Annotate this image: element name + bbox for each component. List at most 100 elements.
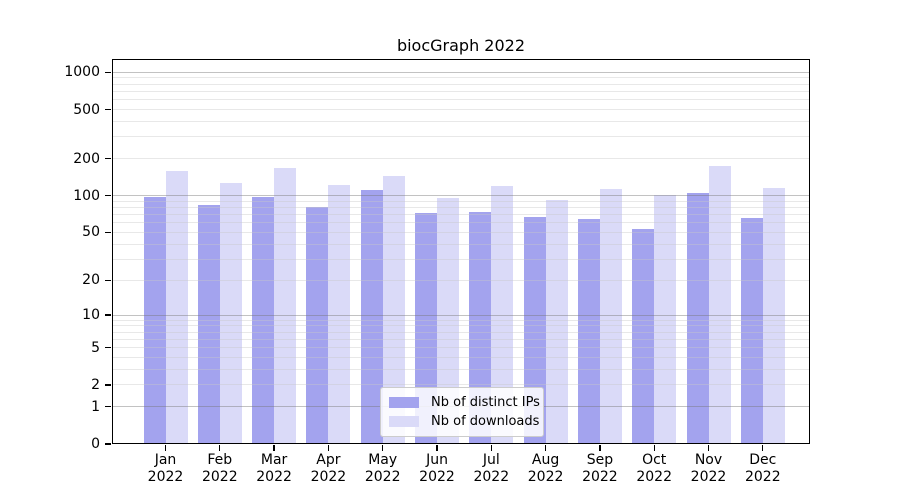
y-tick-label-200: 200: [73, 150, 100, 167]
x-tick-mark-apr: [327, 445, 330, 451]
x-tick-mark-sep: [599, 445, 601, 451]
bar-downloads-mar: [274, 167, 297, 444]
y-tick-mark-5: [105, 346, 111, 349]
grid-line-minor-400: [112, 121, 810, 122]
grid-line-minor-70: [112, 214, 810, 216]
grid-line-minor-3: [112, 368, 810, 370]
grid-line-minor-7: [112, 331, 810, 333]
bar-distinct-ips-may: [360, 190, 383, 444]
x-tick-label-jul: Jul 2022: [473, 452, 510, 485]
grid-line-minor-700: [112, 90, 810, 92]
x-tick-mark-dec: [762, 445, 764, 451]
legend-label-downloads: Nb of downloads: [431, 414, 540, 429]
grid-line-minor-50: [112, 231, 810, 233]
x-tick-label-sep: Sep 2022: [582, 452, 618, 485]
x-tick-label-jun: Jun 2022: [419, 452, 455, 485]
x-tick-label-mar: Mar 2022: [256, 452, 292, 485]
grid-line-minor-30: [112, 258, 810, 260]
x-tick-mark-oct: [653, 445, 655, 451]
grid-line-minor-40: [112, 243, 810, 245]
grid-line-minor-900: [112, 77, 810, 79]
grid-line-minor-20: [112, 279, 810, 281]
grid-line-minor-4: [112, 356, 810, 358]
y-tick-mark-50: [105, 231, 111, 234]
grid-line-major-10: [112, 314, 810, 316]
y-tick-mark-0: [105, 443, 111, 445]
x-tick-label-nov: Nov 2022: [690, 452, 727, 485]
grid-line-minor-6: [112, 338, 810, 340]
grid-line-minor-90: [112, 200, 810, 202]
x-tick-label-apr: Apr 2022: [310, 452, 347, 485]
bar-distinct-ips-feb: [197, 204, 220, 444]
grid-line-minor-800: [112, 83, 810, 85]
bar-distinct-ips-nov: [686, 193, 709, 444]
x-tick-mark-jul: [490, 445, 492, 451]
bar-distinct-ips-apr: [306, 206, 329, 444]
bar-downloads-feb: [219, 182, 242, 444]
x-tick-label-aug: Aug 2022: [527, 452, 564, 485]
grid-line-minor-200: [112, 158, 810, 160]
y-tick-mark-20: [105, 279, 111, 281]
bar-distinct-ips-jun: [415, 213, 437, 444]
legend-swatch-distinct-ips: [389, 397, 419, 408]
y-tick-label-500: 500: [73, 101, 100, 118]
y-tick-label-2: 2: [91, 376, 100, 393]
y-tick-label-50: 50: [82, 224, 100, 241]
bar-downloads-jan: [165, 170, 188, 444]
legend-item-distinct-ips: Nb of distinct IPs: [389, 393, 540, 412]
y-tick-label-0: 0: [91, 436, 100, 452]
bar-downloads-dec: [762, 188, 785, 444]
bar-downloads-sep: [599, 189, 622, 444]
y-tick-mark-500: [105, 108, 111, 111]
y-tick-label-5: 5: [91, 339, 100, 356]
bar-downloads-oct: [654, 195, 677, 444]
legend-label-distinct-ips: Nb of distinct IPs: [431, 395, 540, 410]
bar-distinct-ips-sep: [577, 218, 600, 444]
x-tick-mark-jun: [436, 445, 438, 451]
y-tick-mark-2: [105, 384, 111, 386]
x-tick-mark-jan: [164, 445, 167, 451]
y-tick-label-100: 100: [73, 187, 100, 204]
y-tick-mark-1000: [105, 71, 111, 73]
grid-line-minor-300: [112, 136, 810, 138]
y-tick-label-10: 10: [82, 307, 100, 323]
grid-line-minor-60: [112, 222, 810, 224]
x-tick-label-jan: Jan 2022: [147, 452, 184, 485]
x-tick-label-feb: Feb 2022: [201, 452, 238, 485]
bar-downloads-may: [382, 175, 405, 444]
bar-downloads-nov: [708, 165, 731, 444]
chart-title: biocGraph 2022: [396, 36, 526, 55]
x-tick-label-oct: Oct 2022: [636, 452, 672, 485]
x-tick-label-dec: Dec 2022: [744, 452, 781, 485]
bar-distinct-ips-jul: [469, 211, 492, 444]
bar-distinct-ips-oct: [632, 229, 655, 444]
bar-downloads-apr: [328, 185, 351, 444]
grid-line-minor-5: [112, 347, 810, 349]
bar-downloads-aug: [545, 199, 568, 444]
bar-distinct-ips-dec: [740, 217, 763, 444]
y-tick-mark-10: [105, 314, 111, 316]
grid-line-minor-80: [112, 207, 810, 208]
grid-line-minor-600: [112, 99, 810, 101]
legend: Nb of distinct IPs Nb of downloads: [380, 387, 544, 437]
bar-downloads-jun: [437, 198, 459, 444]
grid-line-minor-8: [112, 325, 810, 327]
legend-item-downloads: Nb of downloads: [389, 412, 539, 431]
x-tick-mark-nov: [707, 445, 710, 451]
legend-swatch-downloads: [389, 416, 419, 427]
grid-line-minor-500: [112, 109, 810, 110]
x-tick-label-may: May 2022: [364, 452, 401, 485]
grid-line-major-100: [112, 195, 810, 197]
x-tick-mark-mar: [273, 445, 275, 451]
x-tick-mark-aug: [544, 445, 547, 451]
bar-distinct-ips-jan: [143, 197, 166, 444]
y-tick-label-1000: 1000: [64, 64, 100, 81]
plot-area: Nb of distinct IPs Nb of downloads: [112, 59, 810, 444]
y-tick-mark-100: [105, 195, 111, 197]
x-tick-mark-may: [382, 445, 384, 451]
grid-line-minor-9: [112, 319, 810, 321]
grid-line-minor-2: [112, 384, 810, 386]
x-tick-mark-feb: [219, 445, 221, 451]
y-tick-label-20: 20: [82, 272, 100, 289]
